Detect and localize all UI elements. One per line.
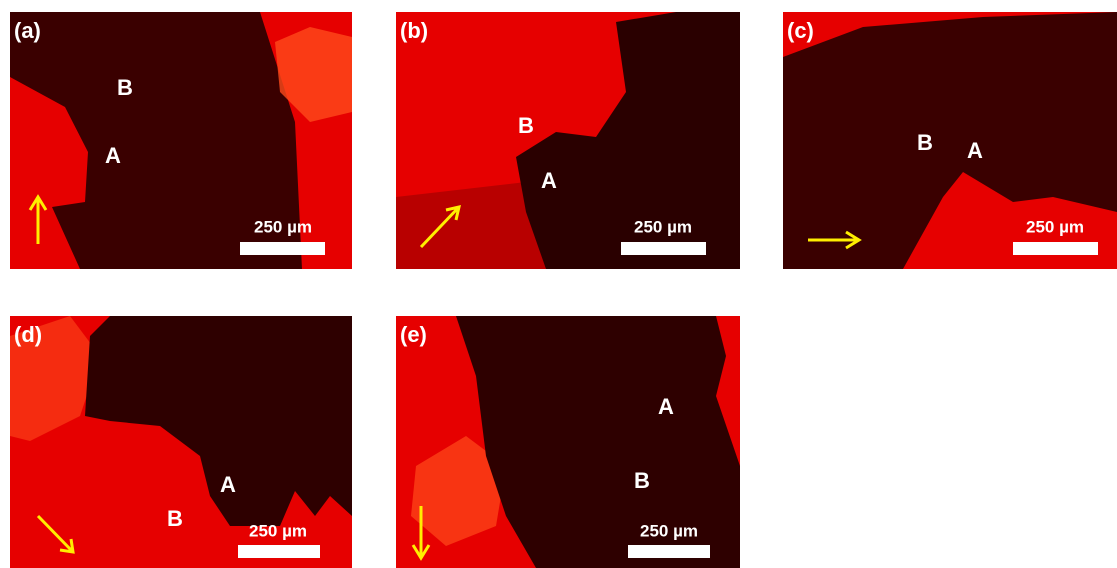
panel-label: (d)	[14, 322, 42, 347]
scale-bar-label: 250 µm	[249, 521, 307, 540]
panel: (b) B A 250 µm	[396, 12, 740, 269]
region-label: B	[518, 113, 534, 138]
region-label: B	[917, 130, 933, 155]
region-label: A	[658, 394, 674, 419]
region-label: A	[967, 138, 983, 163]
scale-bar-label: 250 µm	[634, 217, 692, 236]
panel-label: (e)	[400, 322, 427, 347]
scale-bar	[628, 545, 710, 558]
region-label: B	[634, 468, 650, 493]
region-label: A	[220, 472, 236, 497]
region-label: B	[167, 506, 183, 531]
panel-label: (c)	[787, 18, 814, 43]
panel: (c) B A 250 µm	[783, 12, 1117, 269]
panel-label: (a)	[14, 18, 41, 43]
region-label: B	[117, 75, 133, 100]
scale-bar	[1013, 242, 1098, 255]
scale-bar	[621, 242, 706, 255]
panel: (d) A B 250 µm	[10, 316, 352, 568]
region-label: A	[541, 168, 557, 193]
scale-bar-label: 250 µm	[640, 521, 698, 540]
panel: (e) A B 250 µm	[396, 316, 740, 568]
panel-label: (b)	[400, 18, 428, 43]
scale-bar	[238, 545, 320, 558]
region-label: A	[105, 143, 121, 168]
scale-bar-label: 250 µm	[1026, 217, 1084, 236]
scale-bar	[240, 242, 325, 255]
panel: (a) B A 250 µm	[10, 12, 352, 269]
scale-bar-label: 250 µm	[254, 217, 312, 236]
figure: (a) B A 250 µm (b) B A 250 µm (c) B A 25…	[0, 0, 1117, 568]
